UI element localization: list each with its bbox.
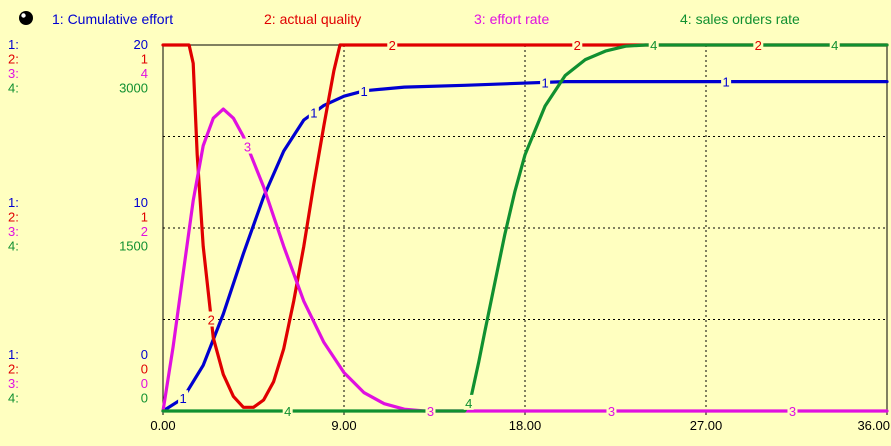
series-marker-bg [753, 37, 764, 52]
series-marker-3: 3 [244, 140, 251, 155]
y-axis-value-bottom: 0 [141, 376, 148, 391]
legend-item-3: 3: effort rate [474, 11, 549, 27]
y-axis-series-id: 2: [8, 52, 19, 67]
legend-item-2: 2: actual quality [264, 11, 361, 27]
y-axis-series-id: 2: [8, 362, 19, 377]
y-axis-labels: 1: 20 2: 1 3: 4 4: 3000 1: 10 2: 1 3: 2 4: 1500 1: 0 2: 0 3:… [8, 37, 148, 406]
series-marker-3: 3 [427, 404, 434, 419]
series-marker-1: 1 [360, 84, 367, 99]
series-marker-2: 2 [208, 313, 215, 328]
y-axis-series-id: 3: [8, 224, 19, 239]
series-marker-bg [572, 37, 583, 52]
series-marker-bg [206, 311, 217, 327]
pin-icon[interactable] [19, 11, 33, 25]
x-tick-label: 27.00 [690, 418, 723, 433]
y-axis-series-id: 3: [8, 66, 19, 81]
series-marker-3: 3 [608, 404, 615, 419]
grid [163, 45, 887, 411]
series-marker-4: 4 [831, 38, 838, 53]
y-axis-series-id: 4: [8, 239, 19, 254]
series-marker-bg [648, 37, 659, 52]
legend: 1: Cumulative effort 2: actual quality 3: … [52, 11, 800, 27]
series-marker-bg [308, 104, 319, 120]
series-marker-2: 2 [755, 38, 762, 53]
y-axis-value-bottom: 0 [141, 347, 148, 362]
y-axis-value-top: 20 [134, 37, 148, 52]
y-axis-value-mid: 10 [134, 195, 148, 210]
series-marker-bg [387, 37, 398, 52]
series-marker-1: 1 [310, 106, 317, 121]
series-marker-1: 1 [722, 75, 729, 90]
x-tick-label: 18.00 [509, 418, 542, 433]
y-axis-value-mid: 1 [141, 210, 148, 225]
series-marker-4: 4 [650, 38, 657, 53]
y-axis-series-id: 4: [8, 391, 19, 406]
series-marker-bg [425, 403, 436, 418]
x-tick-label: 36.00 [857, 418, 890, 433]
series-marker-bg [242, 138, 253, 154]
legend-item-4: 4: sales orders rate [680, 11, 800, 27]
x-axis-ticks: 0.00 9.00 18.00 27.00 36.00 [150, 411, 890, 433]
series-marker-bg [540, 74, 551, 90]
y-axis-value-bottom: 0 [141, 391, 148, 406]
legend-item-1: 1: Cumulative effort [52, 11, 173, 27]
y-axis-series-id: 3: [8, 376, 19, 391]
y-axis-value-top: 4 [141, 66, 148, 81]
series-marker-3: 3 [789, 404, 796, 419]
y-axis-value-top: 3000 [119, 81, 148, 96]
series-marker-4: 4 [284, 404, 291, 419]
series-marker-bg [721, 73, 732, 89]
series-marker-2: 2 [389, 38, 396, 53]
series-marker-bg [829, 37, 840, 52]
series-line-1 [161, 79, 889, 413]
series-markers: 1 1 1 1 1 2 2 2 2 3 3 3 3 4 4 4 4 [178, 37, 840, 419]
x-tick-label: 0.00 [150, 418, 175, 433]
y-axis-value-mid: 1500 [119, 239, 148, 254]
y-axis-value-top: 1 [141, 52, 148, 67]
series-marker-bg [606, 403, 617, 418]
series-line-2 [161, 43, 889, 409]
y-axis-value-bottom: 0 [141, 362, 148, 377]
series-marker-1: 1 [541, 75, 548, 90]
series-marker-4: 4 [465, 396, 472, 411]
y-axis-value-mid: 2 [141, 224, 148, 239]
series-marker-bg [359, 82, 370, 98]
y-axis-series-id: 2: [8, 210, 19, 225]
y-axis-series-id: 1: [8, 195, 19, 210]
y-axis-series-id: 4: [8, 81, 19, 96]
y-axis-series-id: 1: [8, 347, 19, 362]
series-marker-bg [463, 394, 474, 410]
plot-area: 0.00 9.00 18.00 27.00 36.00 1 1 1 1 1 2 2 2 2 3 3 3 3 4 4 4… [150, 37, 890, 433]
series-marker-bg [282, 403, 293, 418]
series-marker-bg [787, 403, 798, 418]
series-marker-bg [178, 390, 189, 406]
series-marker-1: 1 [179, 391, 186, 406]
y-axis-series-id: 1: [8, 37, 19, 52]
series-marker-2: 2 [574, 38, 581, 53]
x-tick-label: 9.00 [331, 418, 356, 433]
